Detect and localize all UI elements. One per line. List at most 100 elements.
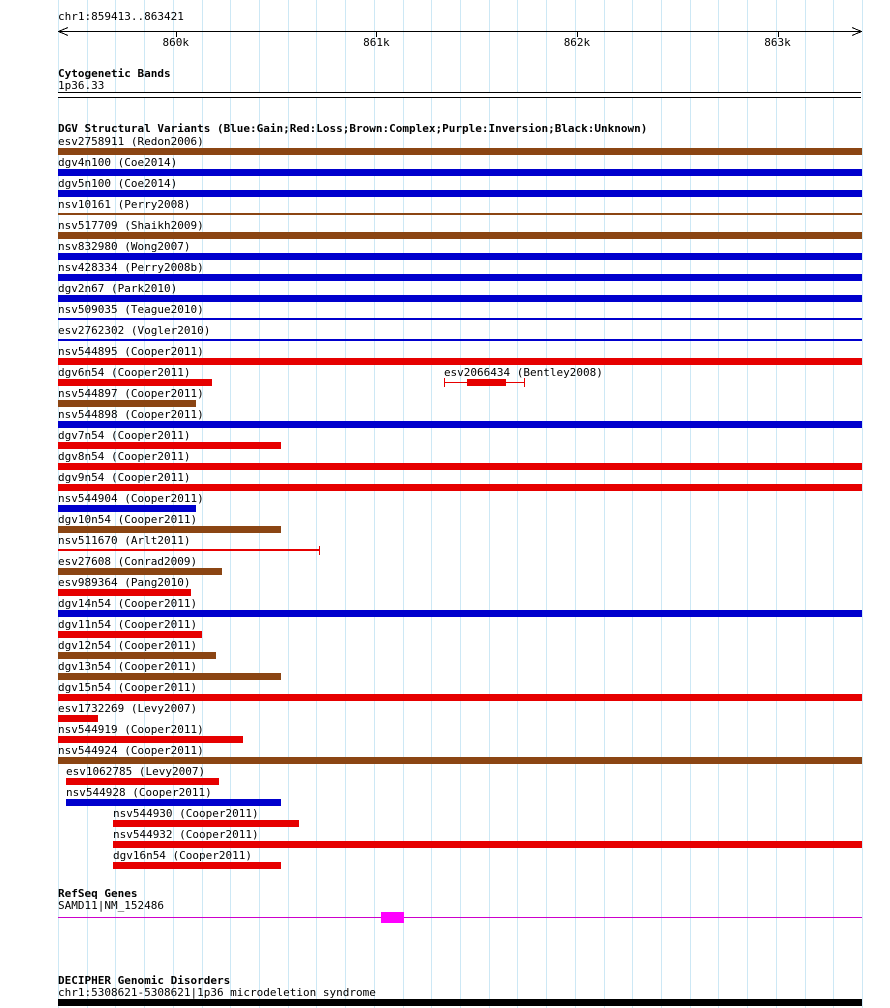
variant-label[interactable]: nsv544897 (Cooper2011) (58, 387, 204, 400)
variant-label[interactable]: esv1062785 (Levy2007) (66, 765, 206, 778)
variant-label[interactable]: dgv8n54 (Cooper2011) (58, 450, 191, 463)
gene-exon-box[interactable] (380, 912, 405, 923)
variant-label[interactable]: nsv509035 (Teague2010) (58, 303, 204, 316)
variant-label[interactable]: esv989364 (Pang2010) (58, 576, 191, 589)
variant-label[interactable]: nsv544898 (Cooper2011) (58, 408, 204, 421)
variant-bar[interactable] (58, 549, 321, 551)
left-arrow-icon (57, 27, 69, 36)
variant-label[interactable]: nsv544924 (Cooper2011) (58, 744, 204, 757)
variant-bar[interactable] (58, 463, 862, 470)
variant-row: dgv15n54 (Cooper2011) (0, 682, 890, 703)
variant-label[interactable]: nsv511670 (Arlt2011) (58, 534, 191, 547)
variant-label[interactable]: dgv5n100 (Coe2014) (58, 177, 178, 190)
variant-bar[interactable] (58, 526, 282, 533)
variant-end-whisker (443, 378, 445, 387)
variant-label[interactable]: dgv14n54 (Cooper2011) (58, 597, 198, 610)
variant-label[interactable]: nsv517709 (Shaikh2009) (58, 219, 204, 232)
gridline (316, 0, 318, 1008)
variant-bar[interactable] (58, 673, 282, 680)
variant-label[interactable]: nsv544919 (Cooper2011) (58, 723, 204, 736)
variant-label[interactable]: nsv544932 (Cooper2011) (112, 828, 259, 841)
variant-bar[interactable] (58, 400, 196, 407)
variant-bar[interactable] (66, 778, 219, 785)
variant-bar[interactable] (58, 442, 282, 449)
variant-bar[interactable] (58, 631, 202, 638)
gene-body-line[interactable] (58, 917, 862, 918)
variant-label[interactable]: dgv2n67 (Park2010) (58, 282, 178, 295)
variant-label[interactable]: dgv16n54 (Cooper2011) (112, 849, 253, 862)
variant-label[interactable]: dgv6n54 (Cooper2011) (58, 366, 191, 379)
variant-bar[interactable] (112, 841, 862, 848)
variant-bar[interactable] (58, 358, 862, 365)
gridline (775, 0, 777, 1008)
variant-label[interactable]: esv2758911 (Redon2006) (58, 135, 204, 148)
variant-label[interactable]: dgv9n54 (Cooper2011) (58, 471, 191, 484)
variant-bar[interactable] (58, 379, 212, 386)
variant-bar[interactable] (58, 610, 862, 617)
variant-label[interactable]: esv1732269 (Levy2007) (58, 702, 198, 715)
variant-label[interactable]: dgv13n54 (Cooper2011) (58, 660, 198, 673)
variant-bar[interactable] (58, 736, 243, 743)
variant-bar[interactable] (58, 568, 222, 575)
variant-bar[interactable] (467, 379, 506, 386)
variant-label[interactable]: esv27608 (Conrad2009) (58, 555, 198, 568)
variant-bar[interactable] (112, 820, 300, 827)
variant-label[interactable]: dgv10n54 (Cooper2011) (58, 513, 198, 526)
variant-bar[interactable] (58, 484, 862, 491)
ruler-tick (576, 32, 578, 37)
variant-row: nsv511670 (Arlt2011) (0, 535, 890, 556)
variant-bar[interactable] (58, 169, 862, 176)
variant-row: esv1732269 (Levy2007) (0, 703, 890, 724)
variant-bar[interactable] (58, 318, 862, 320)
variant-bar[interactable] (58, 295, 862, 302)
refseq-title: RefSeq Genes (58, 887, 138, 900)
gridline (345, 0, 347, 1008)
variant-label[interactable]: dgv15n54 (Cooper2011) (58, 681, 198, 694)
variant-row: esv1062785 (Levy2007) (0, 766, 890, 787)
variant-bar[interactable] (58, 190, 862, 197)
variant-row: esv2762302 (Vogler2010) (0, 325, 890, 346)
variant-label[interactable]: nsv832980 (Wong2007) (58, 240, 191, 253)
variant-label[interactable]: dgv4n100 (Coe2014) (58, 156, 178, 169)
variant-label[interactable]: nsv10161 (Perry2008) (58, 198, 191, 211)
variant-bar[interactable] (58, 339, 862, 341)
cytoband-rect[interactable] (58, 92, 861, 98)
variant-bar[interactable] (58, 694, 862, 701)
variant-bar[interactable] (58, 274, 862, 281)
variant-label[interactable]: nsv544930 (Cooper2011) (112, 807, 259, 820)
variant-bar[interactable] (58, 589, 191, 596)
variant-bar[interactable] (66, 799, 282, 806)
variant-bar[interactable] (58, 253, 862, 260)
decipher-region-bar[interactable] (58, 999, 862, 1006)
variant-label[interactable]: esv2066434 (Bentley2008) (443, 366, 603, 379)
variant-label[interactable]: nsv544895 (Cooper2011) (58, 345, 204, 358)
gridline (747, 0, 749, 1008)
ruler-tick (376, 32, 378, 37)
decipher-entry-label[interactable]: chr1:5308621-5308621|1p36 microdeletion … (58, 986, 376, 999)
variant-bar[interactable] (58, 421, 862, 428)
variant-label[interactable]: nsv428334 (Perry2008b) (58, 261, 204, 274)
variant-row: esv989364 (Pang2010) (0, 577, 890, 598)
gridline (115, 0, 117, 1008)
variant-bar[interactable] (58, 715, 98, 722)
variant-bar[interactable] (58, 213, 862, 215)
variant-bar[interactable] (58, 148, 862, 155)
variant-row: esv27608 (Conrad2009) (0, 556, 890, 577)
variant-bar[interactable] (58, 652, 216, 659)
variant-label[interactable]: dgv12n54 (Cooper2011) (58, 639, 198, 652)
variant-bar[interactable] (58, 505, 196, 512)
variant-label[interactable]: dgv7n54 (Cooper2011) (58, 429, 191, 442)
variant-label[interactable]: esv2762302 (Vogler2010) (58, 324, 211, 337)
gridline (833, 0, 835, 1008)
variant-end-whisker (523, 378, 525, 387)
gene-name-label[interactable]: SAMD11|NM_152486 (58, 899, 164, 912)
variant-row: dgv9n54 (Cooper2011) (0, 472, 890, 493)
gridline (201, 0, 203, 1008)
variant-label[interactable]: dgv11n54 (Cooper2011) (58, 618, 198, 631)
gridline (431, 0, 433, 1008)
variant-label[interactable]: nsv544928 (Cooper2011) (66, 786, 212, 799)
variant-bar[interactable] (112, 862, 282, 869)
variant-bar[interactable] (58, 757, 862, 764)
variant-label[interactable]: nsv544904 (Cooper2011) (58, 492, 204, 505)
variant-bar[interactable] (58, 232, 862, 239)
